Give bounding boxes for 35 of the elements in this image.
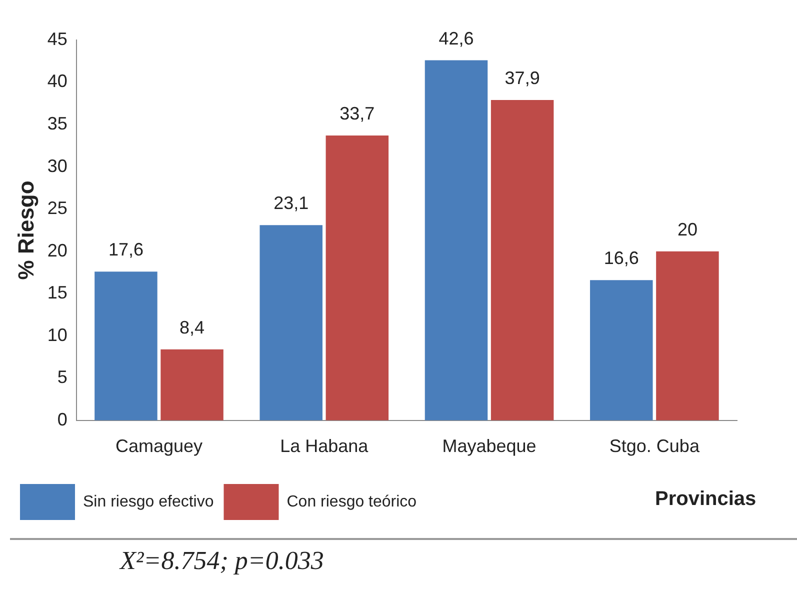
data-label: 20 — [677, 219, 698, 240]
x-tick-label: Stgo. Cuba — [609, 436, 700, 456]
y-tick-label: 25 — [47, 198, 68, 218]
data-label: 8,4 — [180, 317, 205, 338]
bar — [590, 280, 653, 420]
y-tick-label: 30 — [47, 156, 68, 176]
legend-label: Con riesgo teórico — [286, 493, 417, 510]
bar — [490, 100, 554, 420]
y-axis-title: % Riesgo — [13, 180, 38, 280]
bar — [424, 60, 488, 420]
bar — [656, 251, 719, 420]
data-label: 42,6 — [438, 28, 474, 48]
bar — [94, 272, 158, 420]
bar — [160, 349, 224, 420]
text: X²=8.754; p=0.033 — [120, 546, 324, 576]
y-tick-label: 5 — [57, 367, 68, 388]
y-tick-label: 20 — [47, 240, 68, 260]
bar — [260, 225, 322, 420]
data-label: 17,6 — [108, 240, 144, 260]
y-tick-label: 40 — [47, 71, 68, 92]
y-tick-label: 0 — [57, 409, 68, 430]
x-tick-label: Camaguey — [115, 436, 203, 456]
legend-label: Sin riesgo efectivo — [83, 493, 214, 510]
y-tick-label: 10 — [47, 324, 68, 345]
data-label: 33,7 — [340, 103, 375, 124]
x-axis-title: Provincias — [655, 488, 756, 511]
data-label: 37,9 — [504, 68, 540, 88]
data-label: 16,6 — [604, 248, 639, 268]
data-label: 23,1 — [274, 193, 309, 214]
y-tick-label: 35 — [47, 114, 68, 134]
x-tick-label: La Habana — [280, 436, 370, 456]
x-tick-label: Mayabeque — [442, 436, 536, 456]
bar — [326, 136, 389, 420]
y-tick-label: 45 — [47, 28, 68, 49]
y-tick-label: 15 — [47, 282, 68, 303]
